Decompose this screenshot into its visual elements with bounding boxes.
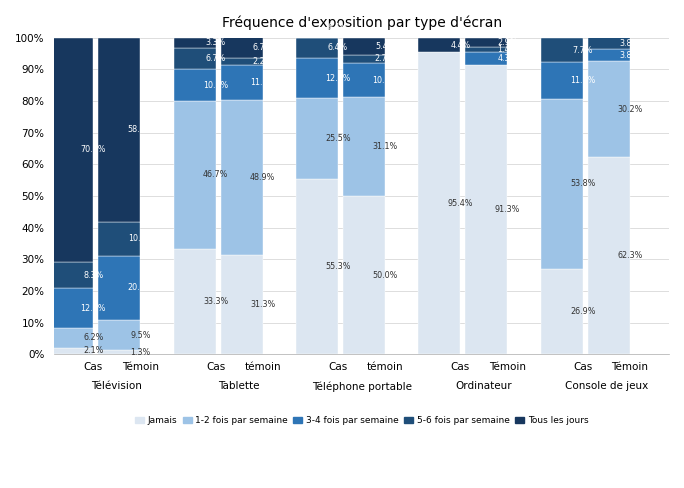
Bar [465,52,508,65]
Text: 8.3%: 8.3% [83,271,103,280]
Text: 53.8%: 53.8% [570,180,596,188]
Bar [588,61,630,157]
Text: 3.8%: 3.8% [620,51,640,60]
Bar [540,99,583,269]
Bar [419,52,460,354]
Bar [51,347,94,354]
Bar [343,63,385,98]
Text: 10.0%: 10.0% [203,81,228,90]
Text: Tablette: Tablette [218,381,260,391]
Bar [51,328,94,347]
Text: Téléphone portable: Téléphone portable [312,381,412,392]
Bar [465,38,508,47]
Text: 91.3%: 91.3% [495,205,520,214]
Text: 6.4%: 6.4% [328,23,348,32]
Text: 62.3%: 62.3% [617,251,642,260]
Bar [98,38,140,222]
Text: 6.7%: 6.7% [252,43,273,52]
Bar [220,101,263,255]
Bar [98,320,140,350]
Bar [465,65,508,354]
Text: 2.9%: 2.9% [497,38,518,47]
Text: 58.1%: 58.1% [128,125,153,134]
Bar [465,47,508,52]
Bar [51,262,94,288]
Text: 31.3%: 31.3% [250,300,276,309]
Text: Console de jeux: Console de jeux [565,381,648,391]
Bar [296,99,338,179]
Text: 31.1%: 31.1% [373,142,397,151]
Text: 4.4%: 4.4% [450,41,471,50]
Bar [296,58,338,99]
Text: 12.5%: 12.5% [81,304,106,313]
Bar [174,249,215,354]
Text: 50.0%: 50.0% [372,270,398,280]
Text: 12.8%: 12.8% [326,74,351,82]
Bar [220,65,263,101]
Text: 20.3%: 20.3% [128,284,153,292]
Text: 3.3%: 3.3% [206,39,226,47]
Text: 11.1%: 11.1% [250,78,276,87]
Text: 46.7%: 46.7% [203,170,228,180]
Text: 7.7%: 7.7% [573,45,593,55]
Text: 6.2%: 6.2% [83,333,103,342]
Bar [588,157,630,354]
Bar [220,255,263,354]
Bar [588,49,630,61]
Bar [98,256,140,320]
Text: 55.3%: 55.3% [326,262,351,271]
Text: 48.9%: 48.9% [250,173,276,182]
Bar [296,38,338,58]
Bar [174,48,215,69]
Bar [540,269,583,354]
Text: 2.2%: 2.2% [252,57,273,66]
Bar [174,38,215,48]
Bar [419,38,460,52]
Bar [296,179,338,354]
Legend: Jamais, 1-2 fois par semaine, 3-4 fois par semaine, 5-6 fois par semaine, Tous l: Jamais, 1-2 fois par semaine, 3-4 fois p… [131,412,592,429]
Title: Fréquence d'exposition par type d'écran: Fréquence d'exposition par type d'écran [222,15,501,29]
Text: 1.4%: 1.4% [497,45,518,54]
Bar [51,38,94,262]
Bar [343,196,385,354]
Text: 26.9%: 26.9% [570,307,596,316]
Text: 1.3%: 1.3% [130,347,150,357]
Text: 2.7%: 2.7% [375,55,395,63]
Bar [51,288,94,328]
Text: 4.3%: 4.3% [497,54,518,63]
Text: 10.8%: 10.8% [128,234,153,243]
Text: 95.4%: 95.4% [448,199,473,208]
Text: 25.5%: 25.5% [326,134,351,143]
Text: 2.1%: 2.1% [83,346,103,355]
Text: 9.5%: 9.5% [130,330,150,340]
Bar [98,350,140,354]
Bar [540,38,583,62]
Text: 10.8%: 10.8% [373,76,397,85]
Text: 6.7%: 6.7% [206,54,226,63]
Text: 30.2%: 30.2% [617,104,642,114]
Bar [343,38,385,55]
Bar [343,98,385,196]
Text: Télévision: Télévision [92,381,142,391]
Bar [174,69,215,101]
Bar [98,222,140,256]
Bar [296,18,338,38]
Bar [343,55,385,63]
Text: 6.4%: 6.4% [328,43,348,52]
Text: 70.9%: 70.9% [81,145,106,154]
Bar [220,58,263,65]
Text: 33.3%: 33.3% [203,297,228,306]
Bar [540,62,583,99]
Bar [174,101,215,249]
Text: 11.5%: 11.5% [570,76,596,85]
Text: 3.8%: 3.8% [620,39,640,48]
Bar [220,37,263,58]
Text: 5.4%: 5.4% [375,41,395,51]
Text: Ordinateur: Ordinateur [456,381,512,391]
Bar [588,37,630,49]
